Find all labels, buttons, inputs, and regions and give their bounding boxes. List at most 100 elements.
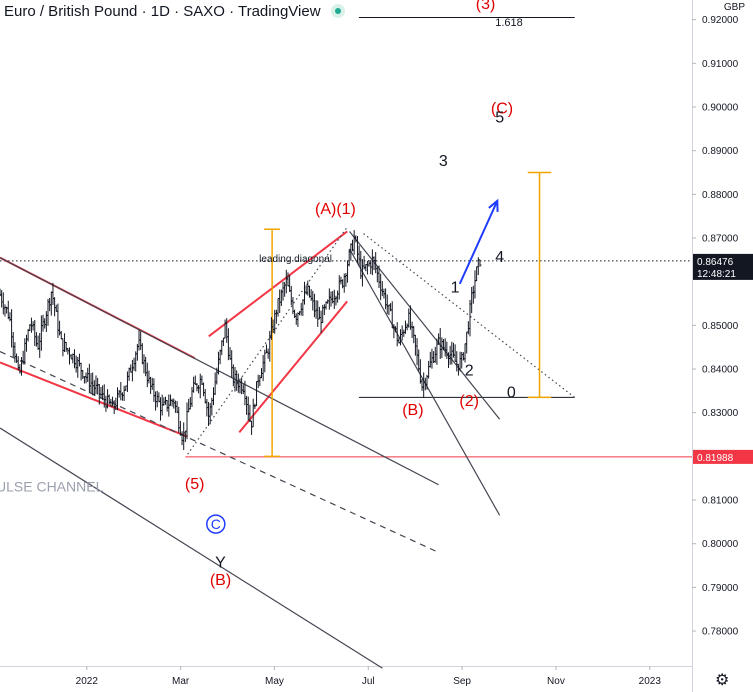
price-bar	[99, 386, 103, 399]
price-bar	[473, 270, 477, 299]
price-bar	[53, 297, 57, 317]
price-badge	[693, 449, 753, 464]
y-tick-label: 0.78000	[702, 627, 739, 638]
currency-label[interactable]: GBP	[723, 2, 745, 13]
price-bar	[289, 285, 293, 306]
price-bar	[74, 355, 78, 373]
price-bar	[475, 266, 479, 282]
price-bar	[437, 333, 441, 345]
price-bar	[375, 266, 379, 283]
y-tick-label: 0.92000	[702, 15, 739, 26]
price-bar	[446, 352, 450, 368]
wave-label: 5	[495, 109, 504, 126]
price-bar	[445, 341, 449, 359]
price-bar	[420, 379, 424, 391]
price-bar	[120, 392, 124, 401]
x-tick-label: May	[265, 676, 284, 687]
price-bar	[364, 264, 368, 272]
price-bar	[221, 337, 225, 347]
trendline	[0, 427, 383, 669]
price-bar	[77, 353, 81, 367]
price-bar	[94, 375, 98, 395]
price-bar	[365, 260, 369, 275]
price-bar	[337, 275, 341, 300]
price-bar	[256, 374, 260, 389]
gear-icon[interactable]: ⚙	[715, 672, 730, 689]
price-bar	[465, 331, 469, 354]
price-bar	[116, 387, 120, 411]
price-bar	[31, 321, 35, 331]
price-bar	[284, 269, 288, 294]
price-bar	[274, 309, 278, 324]
price-bar	[20, 357, 24, 376]
price-bar	[470, 286, 474, 314]
price-bar	[314, 300, 318, 319]
wave-label: (2)	[459, 393, 479, 410]
price-bar	[1, 292, 5, 315]
price-bar	[246, 396, 250, 421]
price-bar	[49, 291, 53, 316]
y-tick-label: 0.81000	[702, 496, 739, 507]
price-bar	[46, 298, 50, 326]
chart-title-text: Euro / British Pound · 1D · SAXO · Tradi…	[4, 3, 321, 20]
wave-label: (3)	[476, 0, 496, 13]
wave-circle-label: C	[211, 516, 221, 532]
price-bar	[316, 300, 320, 327]
y-tick-label: 0.91000	[702, 59, 739, 70]
price-bar	[162, 397, 166, 406]
price-bar	[172, 398, 176, 409]
price-bar	[428, 351, 432, 368]
price-bar	[56, 303, 60, 338]
price-bar	[258, 374, 262, 387]
price-bar	[157, 392, 161, 403]
price-bar	[6, 300, 10, 320]
price-bar	[13, 342, 17, 363]
price-bar	[144, 356, 148, 377]
projection-arrowhead	[488, 198, 499, 212]
price-bar	[54, 304, 58, 312]
price-bar	[301, 299, 305, 316]
y-tick-label: 0.89000	[702, 146, 739, 157]
price-bar	[410, 321, 414, 338]
price-bar	[187, 398, 191, 413]
price-bar	[303, 281, 307, 305]
trendline	[0, 257, 439, 486]
trendline	[349, 231, 501, 420]
price-bar	[322, 304, 326, 316]
price-bar	[122, 385, 126, 401]
y-tick-label: 0.80000	[702, 539, 739, 550]
price-bar	[240, 377, 244, 395]
price-bar	[170, 398, 174, 407]
price-bar	[39, 315, 43, 351]
price-bar	[384, 288, 388, 310]
price-bar	[418, 359, 422, 384]
price-bar	[107, 394, 111, 405]
price-bar	[379, 273, 383, 301]
price-bar	[228, 347, 232, 360]
wave-circle	[206, 514, 226, 534]
price-bar	[41, 314, 45, 332]
price-bar	[87, 363, 91, 394]
price-bar	[463, 343, 467, 363]
price-bar	[380, 281, 384, 297]
price-badge-label: 0.86476	[697, 257, 734, 268]
wave-label: (B)	[402, 402, 423, 419]
wave-label: Y	[215, 555, 226, 572]
wave-label: (C)	[491, 101, 513, 118]
price-bar	[3, 304, 7, 317]
price-bar	[207, 401, 211, 426]
price-bar	[149, 376, 153, 395]
price-bar	[165, 399, 169, 412]
price-bar	[155, 390, 159, 408]
price-bar	[34, 332, 38, 347]
price-bar	[241, 384, 245, 394]
price-bar	[417, 349, 421, 372]
price-bar	[255, 381, 259, 407]
price-bar	[341, 279, 345, 289]
y-tick-label: 0.84000	[702, 365, 739, 376]
wave-label: 1.618	[495, 17, 523, 29]
price-bar	[412, 325, 416, 344]
price-bar	[281, 281, 285, 301]
wave-label: (B)	[210, 572, 231, 589]
